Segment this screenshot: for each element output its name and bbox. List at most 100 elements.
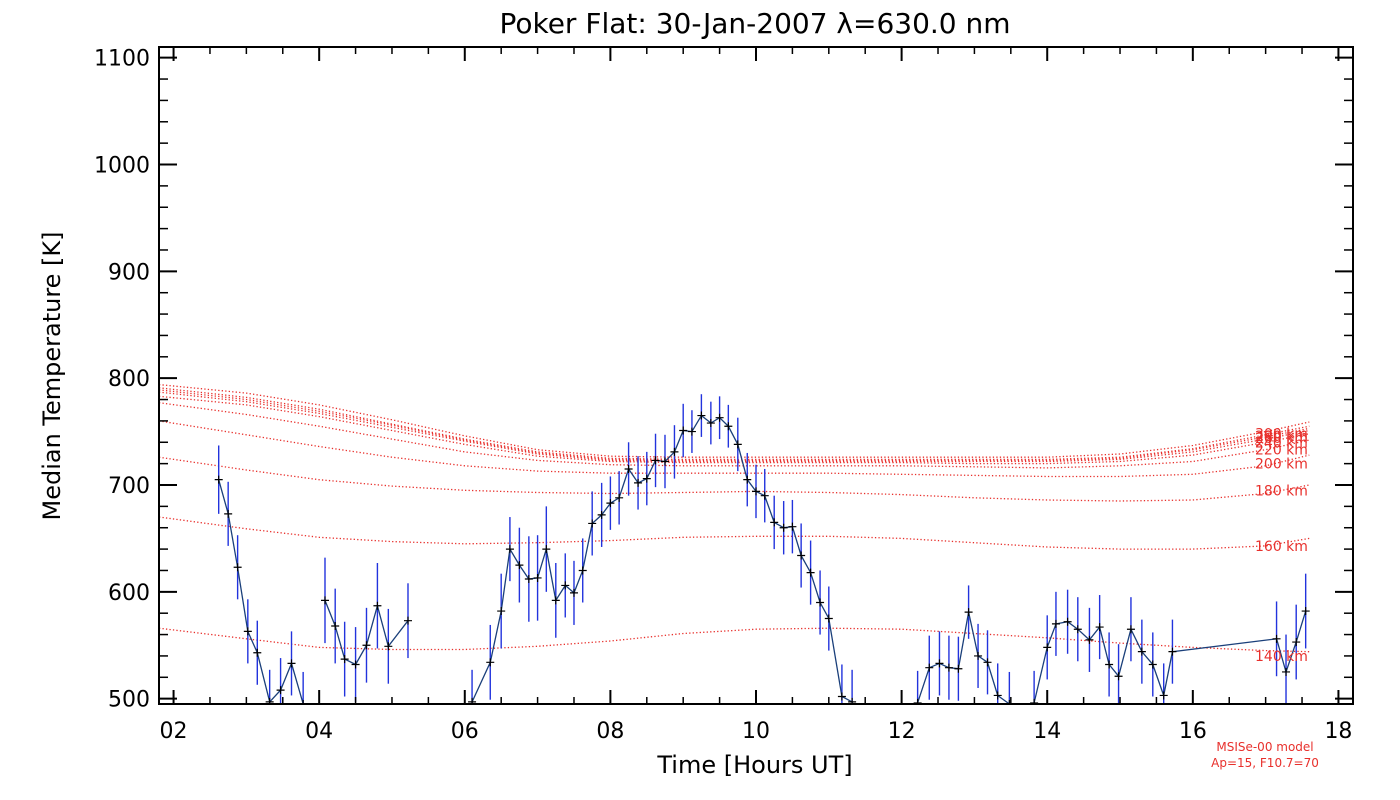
y-tick-label: 1100	[94, 47, 150, 72]
data-point	[1073, 625, 1082, 634]
model-curve-label: 140 km	[1255, 649, 1308, 665]
data-point	[505, 545, 514, 554]
data-point	[1005, 700, 1014, 704]
data-point	[651, 456, 660, 465]
model-note: MSISe-00 model	[1216, 740, 1313, 754]
y-tick-label: 700	[108, 474, 150, 499]
data-point	[925, 663, 934, 672]
data-point	[351, 660, 360, 669]
data-point	[983, 658, 992, 667]
x-tick-label: 16	[1179, 719, 1207, 744]
data-point	[634, 478, 643, 487]
data-point	[788, 522, 797, 531]
data-point	[706, 419, 715, 428]
x-tick-label: 14	[1033, 719, 1061, 744]
data-point	[276, 686, 285, 695]
data-point	[233, 563, 242, 572]
data-point	[561, 581, 570, 590]
data-point	[1148, 660, 1157, 669]
error-bars	[217, 394, 1307, 704]
data-point	[1114, 672, 1123, 681]
model-curve-label: 240 km	[1255, 435, 1308, 451]
data-point	[779, 523, 788, 532]
y-tick-label: 500	[108, 688, 150, 713]
x-tick-label: 02	[160, 719, 188, 744]
x-axis-label: Time [Hours UT]	[656, 751, 852, 779]
model-curve	[159, 456, 1310, 502]
data-point	[486, 658, 495, 667]
plot-area	[159, 383, 1310, 704]
data-point	[1159, 691, 1168, 700]
model-curve	[159, 387, 1310, 461]
data-point	[265, 697, 274, 704]
data-point	[954, 664, 963, 673]
data-point	[384, 642, 393, 651]
model-curve	[159, 389, 1310, 462]
data-point	[935, 659, 944, 668]
data-markers	[214, 411, 1310, 704]
data-point	[1168, 647, 1177, 656]
data-point	[1292, 638, 1301, 647]
model-curve	[159, 516, 1310, 550]
data-point	[1051, 619, 1060, 628]
data-point	[993, 691, 1002, 700]
data-point	[752, 487, 760, 496]
x-tick-label: 18	[1324, 719, 1352, 744]
data-point	[373, 601, 382, 610]
x-tick-label: 04	[305, 719, 333, 744]
data-point	[1043, 643, 1052, 652]
chart-title: Poker Flat: 30-Jan-2007 λ=630.0 nm	[499, 7, 1010, 40]
data-point	[1063, 617, 1072, 626]
data-point	[1301, 607, 1310, 616]
data-point	[1105, 660, 1114, 669]
data-point	[687, 427, 696, 436]
plot-frame	[158, 46, 1354, 705]
data-point	[642, 474, 651, 483]
data-point	[624, 464, 633, 473]
data-point	[1030, 698, 1039, 704]
data-point	[824, 614, 833, 623]
model-curve-label: 200 km	[1255, 457, 1308, 473]
data-point	[1282, 667, 1291, 676]
data-point	[253, 648, 262, 657]
data-point	[964, 608, 973, 617]
data-point	[533, 573, 542, 582]
y-tick-label: 600	[108, 581, 150, 606]
data-point	[913, 698, 922, 704]
x-tick-label: 12	[888, 719, 916, 744]
data-point	[331, 622, 340, 631]
model-curve	[159, 391, 1310, 463]
data-point	[1085, 635, 1094, 644]
model-curve-label: 280 km	[1255, 429, 1308, 445]
model-curve-label: 180 km	[1255, 483, 1308, 499]
data-point	[1126, 625, 1135, 634]
data-point	[569, 588, 578, 597]
data-point	[615, 493, 624, 502]
data-point	[816, 598, 825, 607]
data-point	[320, 596, 329, 605]
data-point	[797, 551, 806, 560]
data-point	[597, 510, 606, 519]
y-tick-label: 800	[108, 367, 150, 392]
measured-series	[214, 394, 1310, 704]
data-point	[944, 663, 953, 672]
data-point	[660, 457, 669, 466]
x-axis: 02 04 06 08 10 12 14 16 18	[160, 47, 1352, 744]
data-point	[724, 422, 733, 431]
data-point	[770, 518, 779, 527]
data-point	[542, 545, 551, 554]
data-point	[588, 519, 597, 528]
data-point	[551, 596, 560, 605]
data-point	[524, 575, 533, 584]
model-curve-label: 220 km	[1255, 443, 1308, 459]
data-point	[299, 700, 308, 704]
data-point	[974, 651, 983, 660]
data-point	[715, 413, 724, 422]
data-point	[670, 447, 679, 456]
data-point	[515, 561, 524, 570]
y-axis: 500 600 700 800 900 1000 1100	[94, 47, 1353, 713]
x-tick-label: 08	[596, 719, 624, 744]
y-tick-label: 1000	[94, 154, 150, 179]
